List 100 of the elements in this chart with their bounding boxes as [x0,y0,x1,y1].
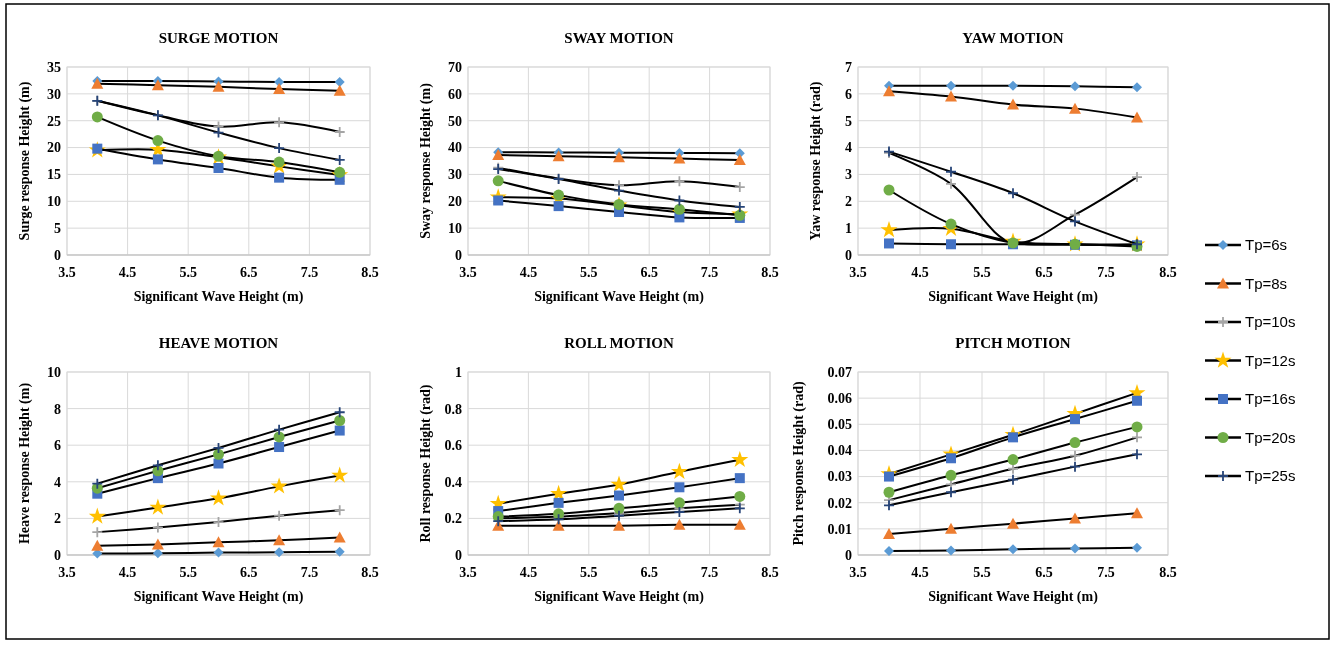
x-tick-label: 3.5 [459,565,477,580]
legend-label: Tp=6s [1245,236,1288,254]
legend-label: Tp=16s [1245,390,1296,408]
y-tick-label: 1 [455,364,462,380]
y-tick-label: 0.05 [827,417,852,433]
y-tick-label: 20 [448,194,462,210]
y-tick-label: 0.02 [827,495,852,511]
y-axis-title: Yaw response Height (rad) [808,81,824,241]
x-tick-label: 8.5 [761,265,779,280]
y-axis-title: Pitch response Height (rad) [791,381,807,546]
y-tick-label: 4 [54,474,61,490]
y-tick-label: 0.6 [444,438,462,454]
y-tick-label: 5 [845,113,852,129]
y-tick-label: 60 [448,86,462,102]
y-tick-label: 30 [448,167,462,183]
x-tick-label: 7.5 [700,265,719,280]
legend-label: Tp=25s [1245,467,1296,485]
x-tick-label: 5.5 [973,265,991,280]
x-tick-label: 7.5 [1097,265,1115,280]
x-tick-label: 3.5 [58,565,76,580]
y-tick-label: 8 [54,401,61,417]
y-axis-title: Surge response Height (m) [17,81,33,241]
x-tick-label: 8.5 [1159,265,1177,280]
y-tick-label: 0.03 [827,469,852,485]
x-tick-label: 7.5 [1097,565,1115,580]
y-tick-label: 7 [845,59,852,75]
y-tick-label: 0.06 [827,391,852,407]
x-axis-title: Significant Wave Height (m) [928,289,1099,305]
y-tick-label: 70 [448,59,462,75]
y-tick-label: 0.8 [444,401,462,417]
x-tick-label: 5.5 [179,565,197,580]
x-tick-label: 3.5 [58,265,76,280]
x-tick-label: 6.5 [1035,265,1053,280]
x-tick-label: 8.5 [761,565,779,580]
y-tick-label: 20 [47,140,61,156]
y-tick-label: 0 [845,247,852,263]
y-tick-label: 15 [47,167,61,183]
x-tick-label: 8.5 [361,565,379,580]
x-tick-label: 3.5 [849,565,867,580]
x-tick-label: 7.5 [700,565,719,580]
x-tick-label: 5.5 [973,565,991,580]
y-tick-label: 50 [448,113,462,129]
y-tick-label: 1 [845,221,852,237]
x-tick-label: 6.5 [240,265,258,280]
y-tick-label: 10 [448,221,462,237]
y-tick-label: 35 [47,59,61,75]
x-tick-label: 8.5 [1159,565,1177,580]
x-tick-label: 4.5 [519,565,538,580]
y-tick-label: 25 [47,113,61,129]
y-tick-label: 6 [54,438,61,454]
chart-title: ROLL MOTION [564,335,674,351]
y-tick-label: 0.04 [827,443,852,459]
y-axis-title: Heave response Height (m) [17,382,33,545]
x-tick-label: 6.5 [640,265,658,280]
x-tick-label: 6.5 [240,565,258,580]
chart-title: SWAY MOTION [564,30,674,46]
x-tick-label: 4.5 [911,565,929,580]
x-tick-label: 5.5 [179,265,197,280]
y-tick-label: 0.2 [444,511,462,527]
y-axis-title: Roll response Height (rad) [418,384,434,543]
x-tick-label: 3.5 [459,265,477,280]
x-tick-label: 8.5 [361,265,379,280]
y-tick-label: 0.4 [444,474,462,490]
legend-label: Tp=8s [1245,274,1288,292]
y-tick-label: 10 [47,364,61,380]
x-tick-label: 5.5 [580,565,598,580]
legend-label: Tp=12s [1245,351,1296,369]
y-tick-label: 5 [54,221,61,237]
y-axis-title: Sway response Height (m) [418,82,434,239]
y-tick-label: 2 [845,194,852,210]
x-axis-title: Significant Wave Height (m) [928,589,1099,605]
y-tick-label: 0 [455,247,462,263]
y-tick-label: 0 [54,247,61,263]
legend-label: Tp=20s [1245,428,1296,446]
y-tick-label: 30 [47,86,61,102]
x-tick-label: 7.5 [300,265,319,280]
x-axis-title: Significant Wave Height (m) [133,589,304,605]
y-tick-label: 4 [845,140,852,156]
x-tick-label: 7.5 [300,565,319,580]
x-tick-label: 6.5 [1035,565,1053,580]
legend-label: Tp=10s [1245,313,1296,331]
chart-title: HEAVE MOTION [158,335,279,351]
y-tick-label: 0.07 [827,364,852,380]
chart-title: YAW MOTION [962,30,1064,46]
y-tick-label: 2 [54,511,61,527]
chart-title: SURGE MOTION [158,30,279,46]
x-tick-label: 4.5 [911,265,929,280]
y-tick-label: 0.01 [827,521,852,537]
y-tick-label: 0 [54,547,61,563]
x-tick-label: 4.5 [519,265,538,280]
x-tick-label: 3.5 [849,265,867,280]
x-tick-label: 4.5 [118,565,137,580]
y-tick-label: 6 [845,86,852,102]
x-tick-label: 6.5 [640,565,658,580]
y-tick-label: 0 [845,547,852,563]
x-axis-title: Significant Wave Height (m) [133,289,304,305]
y-tick-label: 40 [448,140,462,156]
x-axis-title: Significant Wave Height (m) [534,589,705,605]
y-tick-label: 10 [47,194,61,210]
y-tick-label: 3 [845,167,852,183]
